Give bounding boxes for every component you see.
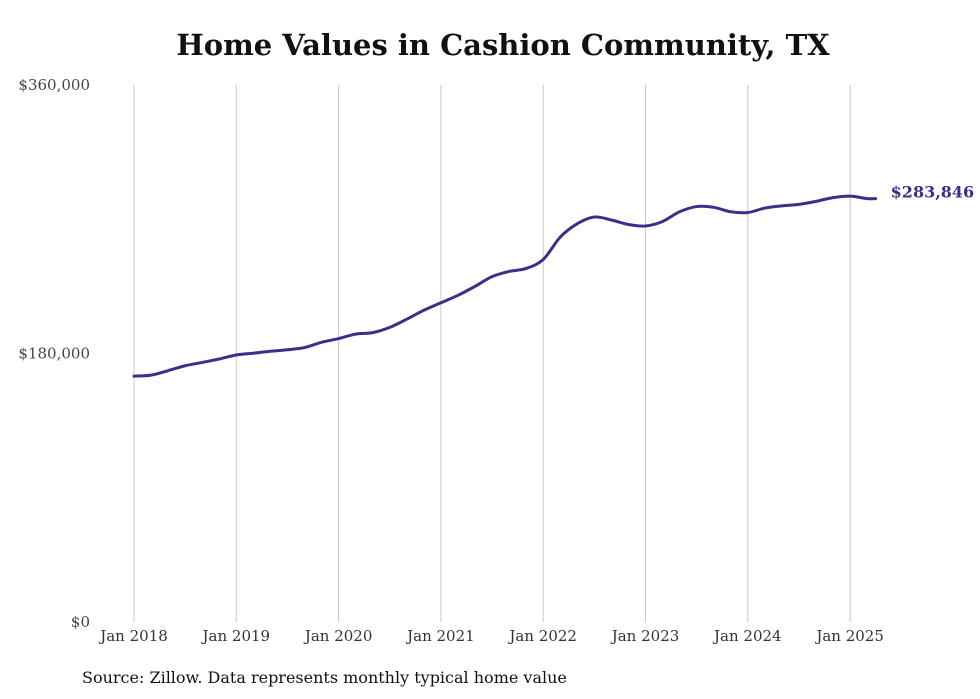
x-tick-label: Jan 2024 (712, 627, 782, 645)
series-line-home-value (132, 194, 878, 378)
x-tick-label: Jan 2023 (610, 627, 680, 645)
y-tick-label: $360,000 (18, 76, 90, 94)
x-tick-label: Jan 2018 (98, 627, 168, 645)
x-tick-label: Jan 2020 (303, 627, 373, 645)
end-value-label: $283,846 (891, 183, 975, 202)
x-axis-ticks: Jan 2018 Jan 2019 Jan 2020 Jan 2021 Jan 2022… (98, 627, 884, 645)
x-tick-label: Jan 2025 (814, 627, 884, 645)
x-tick-label: Jan 2019 (201, 627, 271, 645)
y-tick-label: $180,000 (18, 345, 90, 363)
source-note: Source: Zillow. Data represents monthly … (82, 668, 567, 687)
y-tick-label: $0 (71, 613, 90, 631)
y-axis-ticks: $0 $180,000 $360,000 (18, 76, 90, 631)
x-tick-label: Jan 2022 (507, 627, 577, 645)
chart-title: Home Values in Cashion Community, TX (176, 28, 830, 62)
x-tick-label: Jan 2021 (405, 627, 475, 645)
